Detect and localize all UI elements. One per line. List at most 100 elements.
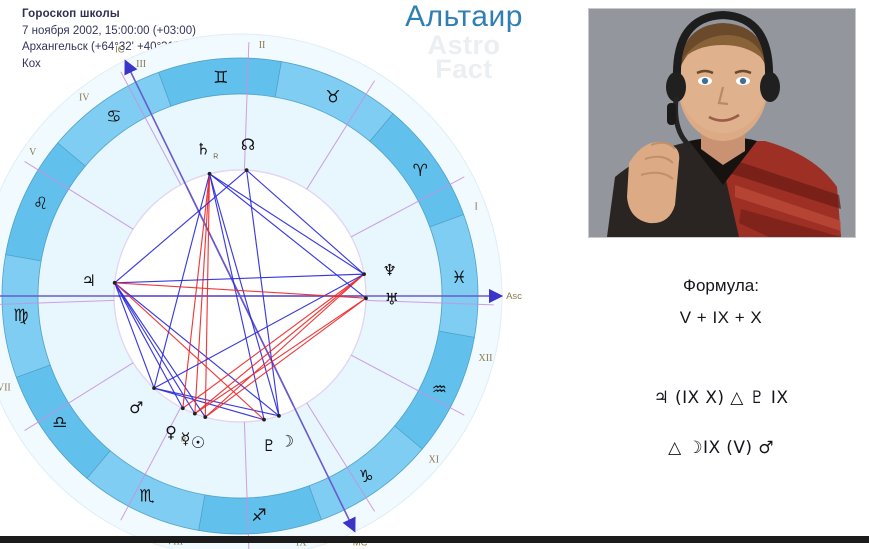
- house-number-I: I: [475, 201, 478, 212]
- aspect-line: [114, 282, 280, 417]
- house-number-VII: VII: [0, 383, 11, 394]
- formula-label: Формула:: [683, 276, 759, 295]
- aspect-line: [208, 173, 265, 420]
- chart-datetime: 7 ноября 2002, 15:00:00 (+03:00): [22, 24, 196, 37]
- chart-title: Гороскоп школы: [22, 8, 120, 20]
- zodiac-glyph-leo: ♌: [33, 194, 48, 214]
- natal-chart-wheel[interactable]: ♈♉♊♋♌♍♎♏♐♑♒♓IIIIIIIVVVIVIIVIIIIXXIXIIAsc…: [0, 4, 552, 549]
- planet-glyph-mars[interactable]: ♂: [129, 398, 143, 417]
- aspect-line: [209, 173, 365, 275]
- house-number-IV: IV: [79, 93, 90, 104]
- brand-ghost-fact: Fact: [435, 54, 493, 85]
- brand-name: Альтаир: [405, 0, 523, 33]
- zodiac-segment-pisces: [429, 214, 479, 338]
- aspect-line: [204, 297, 367, 418]
- house-number-XI: XI: [429, 455, 440, 466]
- house-cusp-line: [0, 299, 115, 305]
- axis-ic: [124, 59, 295, 407]
- planet-marker-uranus: [364, 296, 368, 301]
- aspect-line-2: △ ☽IX (V) ♂: [668, 438, 774, 458]
- aspect-line-1: ♃ (IX X) △ ♇ IX: [653, 388, 789, 408]
- planet-glyph-sun[interactable]: ☉: [191, 433, 205, 452]
- aspect-line: [194, 297, 367, 415]
- planet-marker-mars: [152, 386, 156, 391]
- house-cusp-line: [24, 160, 134, 230]
- axis-label-asc: Asc: [506, 291, 522, 302]
- axis-label-ic: IC: [115, 45, 125, 56]
- planet-marker-jupiter: [112, 280, 117, 285]
- planet-marker-moon: [277, 413, 281, 418]
- zodiac-glyph-aquarius: ♒: [432, 380, 447, 400]
- house-number-V: V: [29, 147, 37, 158]
- aspect-line: [208, 173, 280, 416]
- planet-marker-saturn: [207, 171, 212, 176]
- house-cusp-line: [365, 299, 494, 306]
- aspect-line: [114, 282, 184, 409]
- brand-ghost-astro: Astro: [427, 29, 501, 60]
- planet-marker-neptune: [362, 272, 366, 277]
- planet-glyph-moon[interactable]: ☽: [280, 432, 294, 451]
- chart-house-system: Кох: [22, 58, 41, 71]
- planet-glyph-neptune[interactable]: ♆: [383, 261, 397, 280]
- house-cusp-line: [24, 362, 134, 432]
- house-number-II: II: [259, 40, 266, 51]
- house-cusp-line: [243, 421, 250, 549]
- house-cusp-line: [306, 402, 376, 512]
- aspect-line: [194, 273, 365, 415]
- planet-marker-venus: [180, 406, 185, 411]
- photo-illustration: [589, 9, 855, 237]
- formula-value: V + IX + X: [679, 308, 763, 327]
- aspect-line: [246, 169, 365, 275]
- zodiac-glyph-sagittarius: ♐: [252, 506, 267, 526]
- aspect-line: [114, 282, 206, 418]
- zodiac-glyph-gemini: ♊: [213, 68, 228, 88]
- retrograde-marker-venus: R: [181, 436, 186, 443]
- brand-logo: Альтаир Astro Fact: [374, 0, 554, 85]
- house-cusp-line: [306, 80, 376, 190]
- zodiac-glyph-virgo: ♍: [13, 306, 28, 326]
- planet-glyph-mercury[interactable]: ☿: [181, 429, 191, 448]
- planet-marker-node: [244, 168, 249, 173]
- house-cusp-line: [120, 71, 182, 185]
- planet-glyph-saturn[interactable]: ♄: [196, 140, 210, 159]
- aspect-line: [114, 282, 155, 389]
- zodiac-glyph-taurus: ♉: [325, 88, 340, 108]
- planet-marker-mercury: [192, 411, 197, 416]
- planet-glyph-node[interactable]: ☊: [241, 135, 255, 154]
- aspect-line: [114, 169, 247, 284]
- aspect-line: [194, 173, 211, 414]
- house-cusp-line: [243, 42, 250, 171]
- speaker-photo: [588, 8, 856, 238]
- planet-glyph-jupiter[interactable]: ♃: [82, 271, 96, 290]
- house-cusp-line: [351, 354, 465, 416]
- aspect-line: [114, 282, 196, 414]
- zodiac-glyph-pisces: ♓: [452, 268, 467, 288]
- planet-glyph-venus[interactable]: ♀: [165, 422, 177, 441]
- planet-marker-sun: [203, 415, 208, 420]
- house-cusp-line: [351, 176, 465, 238]
- aspect-line: [114, 282, 367, 299]
- house-number-III: III: [136, 59, 146, 70]
- retrograde-marker-saturn: R: [213, 154, 218, 161]
- aspect-line: [204, 173, 211, 418]
- zodiac-glyph-libra: ♎: [52, 413, 67, 433]
- aspect-line: [209, 173, 367, 299]
- planet-marker-pluto: [262, 417, 266, 422]
- zodiac-glyph-cancer: ♋: [106, 107, 121, 127]
- aspect-line: [153, 273, 365, 389]
- chart-header: Гороскоп школы 7 ноября 2002, 15:00:00 (…: [22, 6, 196, 73]
- planet-glyph-pluto[interactable]: ♇: [262, 436, 276, 455]
- aspect-line: [246, 170, 280, 416]
- aspect-line: [204, 273, 365, 418]
- aspect-line: [182, 173, 211, 409]
- planet-glyph-uranus[interactable]: ♅: [385, 290, 399, 309]
- house-number-XII: XII: [479, 353, 493, 364]
- house-cusp-line: [120, 407, 182, 521]
- aspect-line: [114, 273, 365, 284]
- zodiac-glyph-scorpio: ♏: [139, 486, 154, 506]
- chart-location: Архангельск (+64°32' +40°31'): [22, 41, 180, 54]
- zodiac-glyph-aries: ♈: [413, 161, 428, 181]
- zodiac-glyph-capricorn: ♑: [359, 467, 374, 487]
- footer-bar: [0, 536, 869, 543]
